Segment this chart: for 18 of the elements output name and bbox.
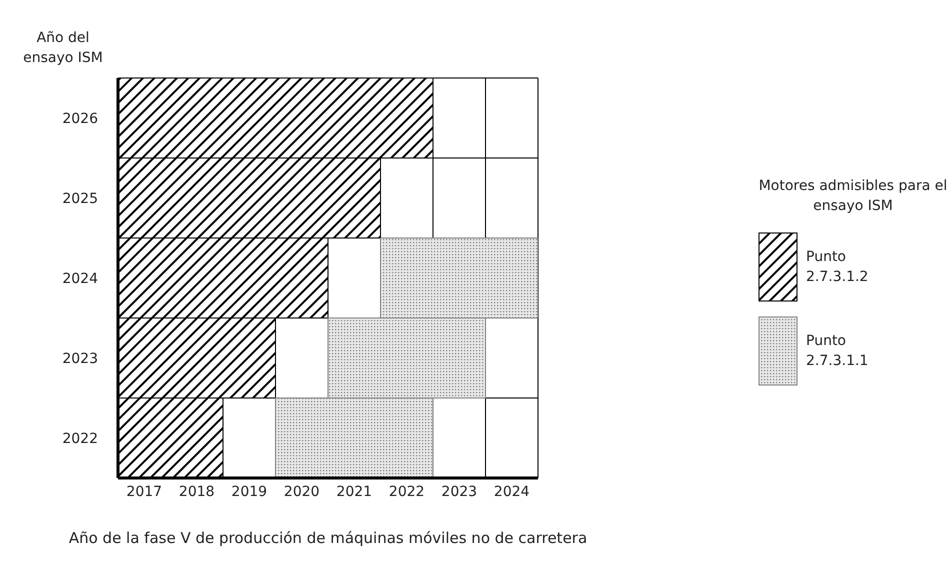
text: Punto 2.7.3.1.2: [806, 248, 870, 287]
x-tick-label: 2020: [284, 484, 320, 500]
x-tick-label: 2022: [388, 484, 425, 500]
x-axis-title: Año de la fase V de producción de máquinas móviles no de carretera: [68, 529, 588, 547]
x-tick-label: 2017: [126, 484, 162, 500]
text: Punto 2.7.3.1.1: [806, 332, 870, 371]
y-tick-label: 2026: [62, 110, 98, 127]
x-tick-label: 2023: [441, 484, 478, 500]
legend-title: Motores admisibles para el ensayo ISM: [758, 177, 948, 216]
y-tick-label: 2023: [62, 350, 98, 367]
x-tick-label: 2018: [178, 484, 215, 500]
y-axis-title: Año del ensayo ISM: [22, 29, 104, 68]
x-tick-label: 2021: [336, 484, 372, 500]
y-tick-label: 2024: [62, 270, 98, 287]
y-tick-label: 2025: [62, 190, 98, 207]
x-tick-label: 2024: [494, 484, 530, 500]
x-tick-label: 2019: [231, 484, 268, 500]
y-tick-label: 2022: [62, 430, 98, 447]
